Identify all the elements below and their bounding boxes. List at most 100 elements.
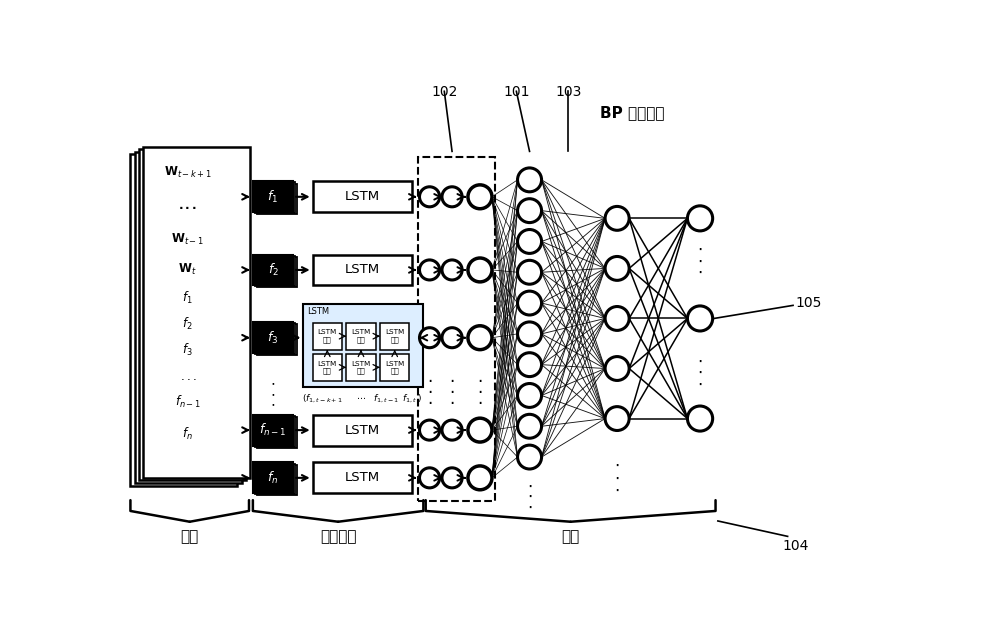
Text: LSTM: LSTM [345, 472, 380, 484]
Text: $f_{n-1}$: $f_{n-1}$ [175, 394, 201, 410]
Circle shape [605, 307, 629, 330]
FancyBboxPatch shape [255, 256, 295, 286]
Text: ·: · [477, 384, 483, 402]
FancyBboxPatch shape [313, 181, 412, 212]
FancyBboxPatch shape [346, 323, 376, 350]
Text: 决策: 决策 [562, 530, 580, 544]
Text: LSTM
单元: LSTM 单元 [318, 360, 337, 374]
FancyBboxPatch shape [257, 325, 297, 355]
Circle shape [420, 328, 440, 348]
FancyBboxPatch shape [313, 415, 412, 445]
Text: $f_1$: $f_1$ [267, 189, 279, 205]
Text: ·: · [427, 373, 432, 391]
Text: ·: · [427, 395, 432, 413]
Text: LSTM: LSTM [345, 190, 380, 203]
Text: $\cdot$: $\cdot$ [697, 364, 703, 381]
Circle shape [442, 187, 462, 207]
FancyBboxPatch shape [346, 354, 376, 381]
Circle shape [605, 406, 629, 431]
Text: ·: · [449, 373, 455, 391]
FancyBboxPatch shape [257, 465, 297, 495]
Text: $\cdot$: $\cdot$ [614, 481, 620, 499]
FancyBboxPatch shape [313, 463, 412, 493]
Text: ·: · [449, 384, 455, 402]
Text: $\mathbf{...}$: $\mathbf{...}$ [178, 199, 197, 212]
Text: $\mathbf{W}_{t-k+1}$: $\mathbf{W}_{t-k+1}$ [164, 165, 212, 180]
FancyBboxPatch shape [257, 183, 297, 214]
Text: ·: · [477, 395, 483, 413]
FancyBboxPatch shape [257, 417, 297, 448]
Circle shape [468, 466, 492, 489]
FancyBboxPatch shape [255, 183, 295, 213]
Text: $f_{1,t}$ ): $f_{1,t}$ ) [402, 392, 423, 404]
Circle shape [442, 420, 462, 440]
Text: $\cdot$: $\cdot$ [270, 375, 276, 390]
Text: LSTM
单元: LSTM 单元 [351, 360, 371, 374]
Text: 输入: 输入 [181, 530, 199, 544]
Text: $...$: $...$ [180, 370, 196, 383]
Circle shape [518, 353, 542, 376]
Text: 102: 102 [431, 85, 457, 99]
Text: $\mathbf{W}_{t-1}$: $\mathbf{W}_{t-1}$ [171, 231, 204, 247]
Text: $\cdot$: $\cdot$ [697, 240, 703, 258]
Text: $f_3$: $f_3$ [267, 330, 279, 346]
Text: $\cdots$: $\cdots$ [356, 392, 366, 401]
FancyBboxPatch shape [257, 257, 297, 288]
Circle shape [605, 206, 629, 230]
Text: $\cdot$: $\cdot$ [697, 352, 703, 370]
Circle shape [442, 260, 462, 280]
Text: 103: 103 [555, 85, 581, 99]
Circle shape [518, 383, 542, 408]
Text: LSTM
单元: LSTM 单元 [385, 360, 404, 374]
Text: LSTM: LSTM [345, 263, 380, 277]
Text: $\mathbf{W}_{t}$: $\mathbf{W}_{t}$ [178, 263, 197, 277]
Text: $f_3$: $f_3$ [182, 342, 193, 358]
Text: $\cdot$: $\cdot$ [614, 469, 620, 487]
Text: ·: · [449, 395, 455, 413]
FancyBboxPatch shape [303, 304, 423, 387]
FancyBboxPatch shape [139, 150, 246, 481]
Text: $\cdot$: $\cdot$ [270, 396, 276, 412]
FancyBboxPatch shape [313, 354, 342, 381]
FancyBboxPatch shape [135, 152, 242, 483]
FancyBboxPatch shape [253, 463, 293, 493]
Circle shape [518, 414, 542, 438]
Circle shape [442, 468, 462, 488]
Circle shape [605, 256, 629, 281]
FancyBboxPatch shape [253, 322, 293, 353]
Circle shape [442, 328, 462, 348]
FancyBboxPatch shape [130, 155, 237, 486]
FancyBboxPatch shape [253, 181, 293, 212]
Circle shape [518, 168, 542, 192]
Text: 105: 105 [795, 296, 822, 310]
Circle shape [518, 322, 542, 346]
Text: LSTM
单元: LSTM 单元 [318, 329, 337, 343]
Text: $f_{n-1}$: $f_{n-1}$ [259, 422, 287, 438]
Text: $\cdot$: $\cdot$ [697, 252, 703, 270]
Circle shape [605, 357, 629, 380]
Circle shape [468, 326, 492, 350]
Text: BP 神经网络: BP 神经网络 [600, 105, 665, 120]
Text: $\cdot$: $\cdot$ [527, 488, 532, 505]
FancyBboxPatch shape [253, 254, 293, 286]
Circle shape [420, 420, 440, 440]
Text: $\cdot$: $\cdot$ [697, 263, 703, 281]
Circle shape [518, 199, 542, 222]
Text: LSTM: LSTM [307, 307, 329, 316]
Text: $\cdot$: $\cdot$ [697, 375, 703, 393]
FancyBboxPatch shape [253, 415, 293, 445]
Circle shape [468, 185, 492, 209]
Circle shape [420, 468, 440, 488]
Circle shape [518, 445, 542, 469]
Text: LSTM
单元: LSTM 单元 [351, 329, 371, 343]
FancyBboxPatch shape [255, 323, 295, 354]
Text: $f_1$: $f_1$ [182, 289, 193, 305]
Text: LSTM: LSTM [345, 424, 380, 436]
Circle shape [687, 406, 713, 431]
FancyBboxPatch shape [380, 323, 409, 350]
Text: $f_2$: $f_2$ [268, 262, 279, 278]
FancyBboxPatch shape [313, 254, 412, 286]
Text: ·: · [477, 373, 483, 391]
Text: $f_n$: $f_n$ [182, 426, 193, 442]
Circle shape [420, 260, 440, 280]
